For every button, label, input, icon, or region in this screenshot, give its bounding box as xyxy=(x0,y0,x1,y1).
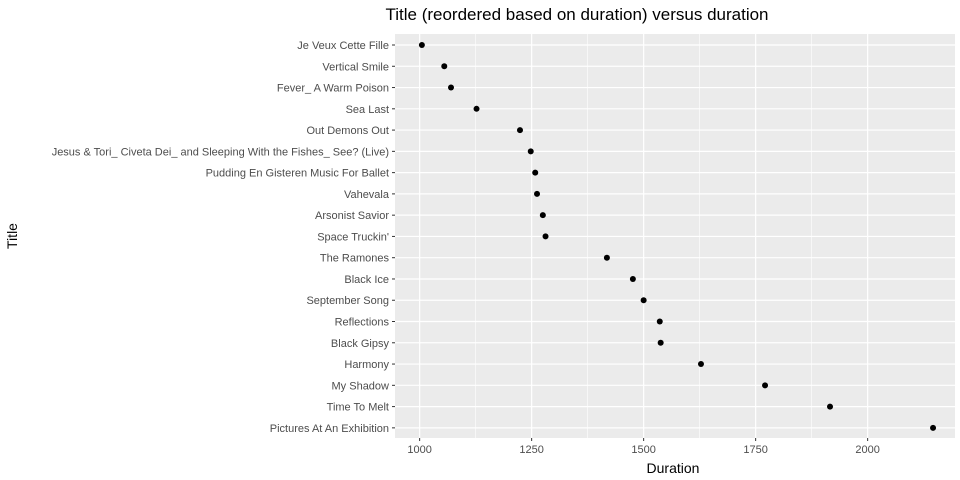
y-tick-label: Pudding En Gisteren Music For Ballet xyxy=(206,168,389,180)
data-point xyxy=(657,339,664,346)
data-point xyxy=(542,233,549,240)
data-point xyxy=(532,169,539,176)
data-point xyxy=(516,127,523,134)
y-tick-label: Vahevala xyxy=(344,189,390,201)
data-point xyxy=(539,212,546,219)
data-point xyxy=(527,148,534,155)
x-axis-title: Duration xyxy=(647,460,700,476)
y-tick-label: Vertical Smile xyxy=(322,61,389,73)
y-tick-label: September Song xyxy=(306,295,389,307)
y-axis: Je Veux Cette Fille Vertical Smile Fever_ … xyxy=(52,40,395,435)
chart-title: Title (reordered based on duration) vers… xyxy=(385,5,768,24)
x-tick-label: 1500 xyxy=(631,444,655,456)
x-axis: 1000 1250 1500 1750 2000 xyxy=(407,438,880,456)
grid-lines xyxy=(395,34,955,438)
data-point xyxy=(441,63,448,70)
data-point xyxy=(603,254,610,261)
y-tick-label: The Ramones xyxy=(320,253,390,265)
x-tick-label: 1750 xyxy=(743,444,767,456)
y-tick-label: Reflections xyxy=(335,317,390,329)
data-point xyxy=(473,105,480,112)
data-point xyxy=(930,424,937,431)
data-point xyxy=(640,297,647,304)
y-tick-label: Space Truckin' xyxy=(317,231,389,243)
y-tick-label: Sea Last xyxy=(346,104,389,116)
y-tick-label: Jesus & Tori_ Civeta Dei_ and Sleeping W… xyxy=(52,146,389,158)
data-point xyxy=(697,361,704,368)
y-tick-label: Black Gipsy xyxy=(331,338,390,350)
y-tick-label: Je Veux Cette Fille xyxy=(297,40,389,52)
y-tick-label: Fever_ A Warm Poison xyxy=(277,83,389,95)
y-axis-title: Title xyxy=(4,223,20,249)
y-tick-label: Time To Melt xyxy=(327,402,389,414)
x-tick-label: 2000 xyxy=(855,444,879,456)
data-point xyxy=(534,190,541,197)
y-tick-label: Black Ice xyxy=(344,274,389,286)
y-tick-label: My Shadow xyxy=(332,380,390,392)
y-tick-label: Harmony xyxy=(344,359,389,371)
data-point xyxy=(762,382,769,389)
x-tick-label: 1000 xyxy=(407,444,431,456)
data-point xyxy=(448,84,454,91)
data-point xyxy=(629,275,636,282)
data-point xyxy=(827,403,834,410)
y-tick-label: Arsonist Savior xyxy=(315,210,389,222)
y-tick-label: Pictures At An Exhibition xyxy=(270,423,389,435)
data-point xyxy=(656,318,663,325)
y-tick-label: Out Demons Out xyxy=(306,125,389,137)
data-point xyxy=(418,42,425,48)
data-points xyxy=(418,42,937,431)
x-tick-label: 1250 xyxy=(519,444,543,456)
